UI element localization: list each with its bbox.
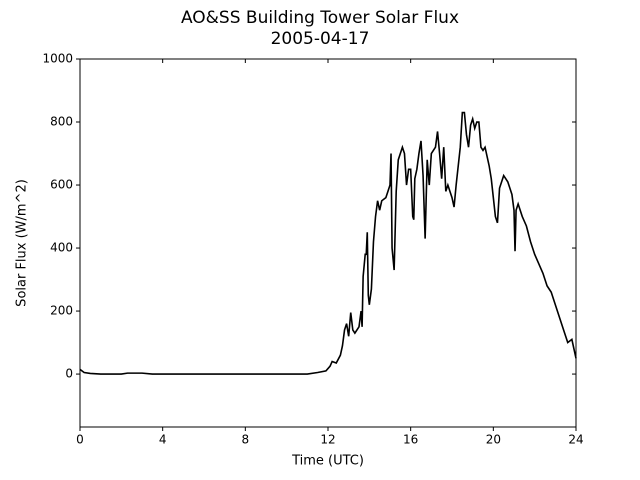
y-tick-label: 200 bbox=[50, 304, 73, 318]
y-tick-label: 0 bbox=[65, 367, 73, 381]
data-line bbox=[79, 111, 577, 375]
plot-frame bbox=[79, 58, 577, 428]
x-tick-label: 16 bbox=[403, 433, 418, 447]
chart-subtitle: 2005-04-17 bbox=[271, 29, 370, 49]
y-tick-label: 600 bbox=[50, 178, 73, 192]
x-tick-label: 12 bbox=[320, 433, 335, 447]
y-tick-label: 800 bbox=[50, 115, 73, 129]
x-tick-label: 20 bbox=[486, 433, 501, 447]
y-tick-label: 1000 bbox=[42, 52, 73, 66]
x-axis-label: Time (UTC) bbox=[291, 454, 364, 469]
x-tick-label: 0 bbox=[76, 433, 84, 447]
chart-title: AO&SS Building Tower Solar Flux bbox=[181, 8, 459, 28]
y-axis-label: Solar Flux (W/m^2) bbox=[15, 179, 30, 307]
x-tick-label: 8 bbox=[242, 433, 250, 447]
y-tick-label: 400 bbox=[50, 241, 73, 255]
x-tick-label: 4 bbox=[159, 433, 167, 447]
x-tick-label: 24 bbox=[568, 433, 583, 447]
